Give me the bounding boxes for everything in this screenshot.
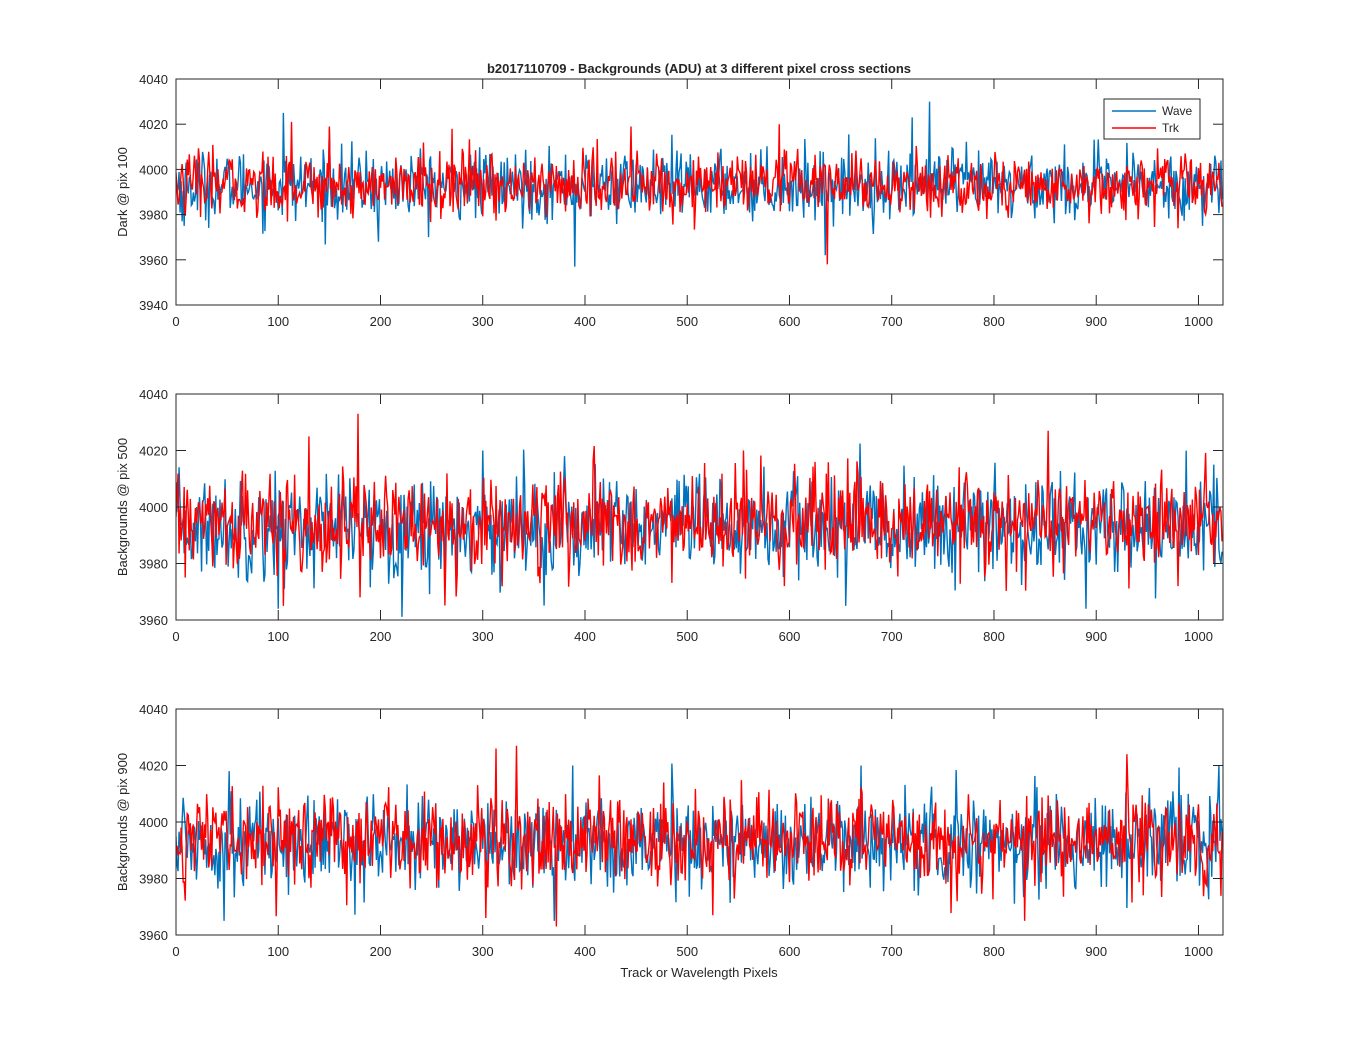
- y-axis-label: Backgrounds @ pix 900: [115, 753, 130, 891]
- x-tick-label: 100: [267, 314, 289, 329]
- y-tick-label: 4040: [139, 387, 168, 402]
- x-tick-label: 200: [370, 314, 392, 329]
- x-tick-label: 100: [267, 629, 289, 644]
- x-tick-label: 1000: [1184, 629, 1213, 644]
- x-tick-label: 0: [172, 944, 179, 959]
- x-tick-label: 400: [574, 944, 596, 959]
- x-tick-label: 400: [574, 629, 596, 644]
- y-tick-label: 3960: [139, 613, 168, 628]
- x-tick-label: 900: [1085, 314, 1107, 329]
- x-tick-label: 900: [1085, 629, 1107, 644]
- x-tick-label: 500: [676, 629, 698, 644]
- y-tick-label: 4040: [139, 72, 168, 87]
- y-tick-label: 3960: [139, 253, 168, 268]
- x-tick-label: 200: [370, 629, 392, 644]
- x-tick-label: 800: [983, 629, 1005, 644]
- x-tick-label: 900: [1085, 944, 1107, 959]
- y-axis-label: Dark @ pix 100: [115, 147, 130, 237]
- x-tick-label: 700: [881, 944, 903, 959]
- x-tick-label: 300: [472, 944, 494, 959]
- y-axis-label: Backgrounds @ pix 500: [115, 438, 130, 576]
- x-tick-label: 1000: [1184, 944, 1213, 959]
- x-tick-label: 600: [779, 314, 801, 329]
- legend: Wave Trk: [1103, 98, 1201, 140]
- series-line-trk: [176, 413, 1223, 606]
- x-tick-label: 200: [370, 944, 392, 959]
- x-tick-label: 1000: [1184, 314, 1213, 329]
- x-tick-label: 300: [472, 629, 494, 644]
- axes-container: 0 100 200 300 400 500 600 700 800 900 100039403960…: [115, 72, 1224, 959]
- x-axis-label: Track or Wavelength Pixels: [620, 965, 778, 980]
- x-tick-label: 800: [983, 314, 1005, 329]
- series-line-trk: [176, 745, 1223, 927]
- y-tick-label: 4000: [139, 815, 168, 830]
- y-tick-label: 4000: [139, 500, 168, 515]
- y-tick-label: 3980: [139, 557, 168, 572]
- x-tick-label: 800: [983, 944, 1005, 959]
- x-tick-label: 700: [881, 314, 903, 329]
- y-tick-label: 3980: [139, 208, 168, 223]
- y-tick-label: 3940: [139, 298, 168, 313]
- figure-title: b2017110709 - Backgrounds (ADU) at 3 dif…: [487, 61, 911, 76]
- x-tick-label: 300: [472, 314, 494, 329]
- series-line-wave: [176, 443, 1223, 617]
- x-tick-label: 0: [172, 629, 179, 644]
- legend-box: [1103, 98, 1201, 140]
- legend-label-wave: Wave: [1162, 104, 1193, 118]
- x-tick-label: 700: [881, 629, 903, 644]
- subplot-3: 0 100 200 300 400 500 600 700 800 900 1000 3960 3980…: [115, 702, 1224, 959]
- subplot-2: 0 100 200 300 400 500 600 700 800 900 1000 3960 3980…: [115, 387, 1224, 644]
- y-tick-label: 3960: [139, 928, 168, 943]
- x-tick-label: 100: [267, 944, 289, 959]
- x-tick-label: 600: [779, 629, 801, 644]
- x-tick-label: 0: [172, 314, 179, 329]
- y-tick-label: 4020: [139, 444, 168, 459]
- axes-box: [175, 78, 1224, 306]
- y-tick-label: 4000: [139, 162, 168, 177]
- x-tick-label: 500: [676, 944, 698, 959]
- subplot-1: 0 100 200 300 400 500 600 700 800 900 1000 3940 3960…: [115, 72, 1224, 329]
- x-tick-label: 600: [779, 944, 801, 959]
- y-tick-label: 3980: [139, 872, 168, 887]
- legend-label-trk: Trk: [1162, 121, 1180, 135]
- x-tick-label: 500: [676, 314, 698, 329]
- series-line-trk: [176, 121, 1223, 265]
- y-tick-label: 4040: [139, 702, 168, 717]
- x-tick-label: 400: [574, 314, 596, 329]
- y-tick-label: 4020: [139, 117, 168, 132]
- y-tick-label: 4020: [139, 759, 168, 774]
